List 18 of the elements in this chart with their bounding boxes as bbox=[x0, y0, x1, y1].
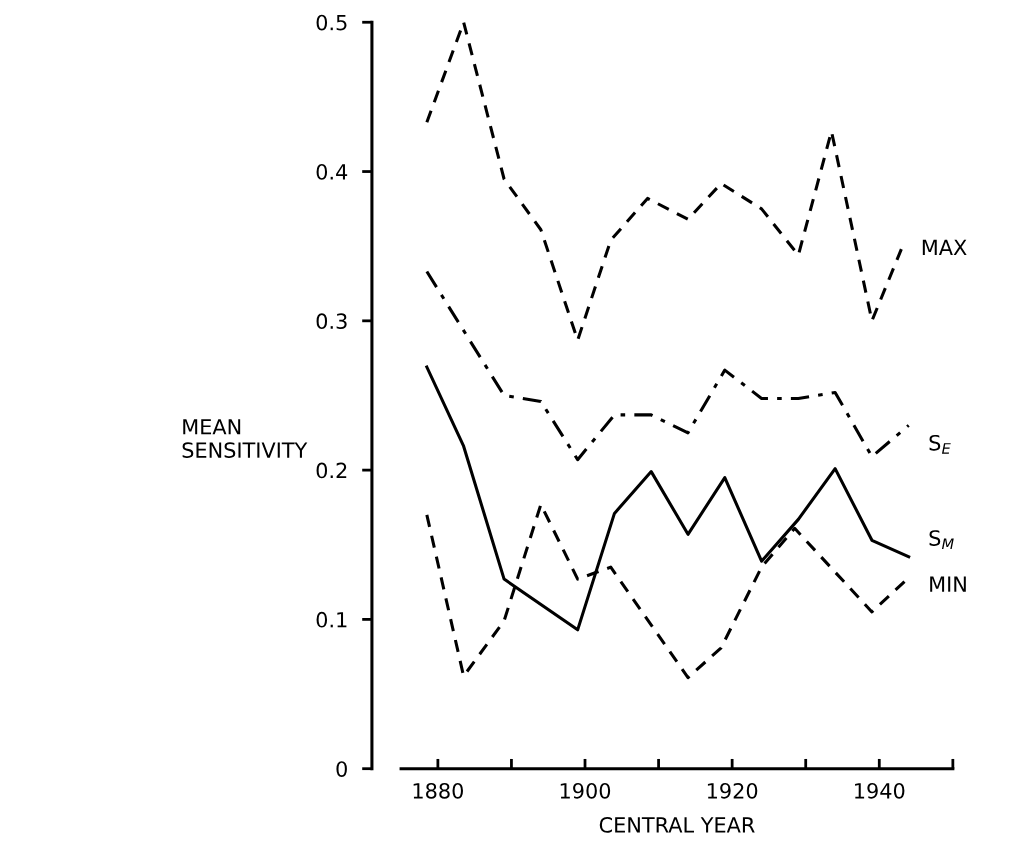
y-tick-label: 0.5 bbox=[316, 14, 347, 31]
x-tick-label: 1920 bbox=[707, 782, 758, 799]
series-label: MAX bbox=[922, 239, 967, 255]
y-tick-label: 0.1 bbox=[316, 611, 347, 628]
x-tick-label: 1900 bbox=[560, 782, 611, 799]
line-series bbox=[425, 270, 911, 462]
y-tick-label: 0.3 bbox=[316, 313, 347, 330]
x-axis-title: CENTRAL YEAR bbox=[599, 817, 755, 833]
x-tick-label: 1880 bbox=[413, 782, 463, 799]
x-tick-label: 1940 bbox=[855, 782, 905, 799]
y-tick-label: 0.2 bbox=[316, 462, 347, 479]
series-label: S$_{M}$ bbox=[929, 530, 954, 550]
y-axis-title: MEAN SENSITIVITY bbox=[182, 419, 308, 458]
y-tick-label: 0.4 bbox=[316, 164, 348, 180]
series-label: MIN bbox=[930, 576, 966, 592]
series-label: S$_{E}$ bbox=[929, 434, 951, 454]
line-series bbox=[425, 20, 903, 342]
y-tick-label: 0 bbox=[336, 761, 347, 777]
